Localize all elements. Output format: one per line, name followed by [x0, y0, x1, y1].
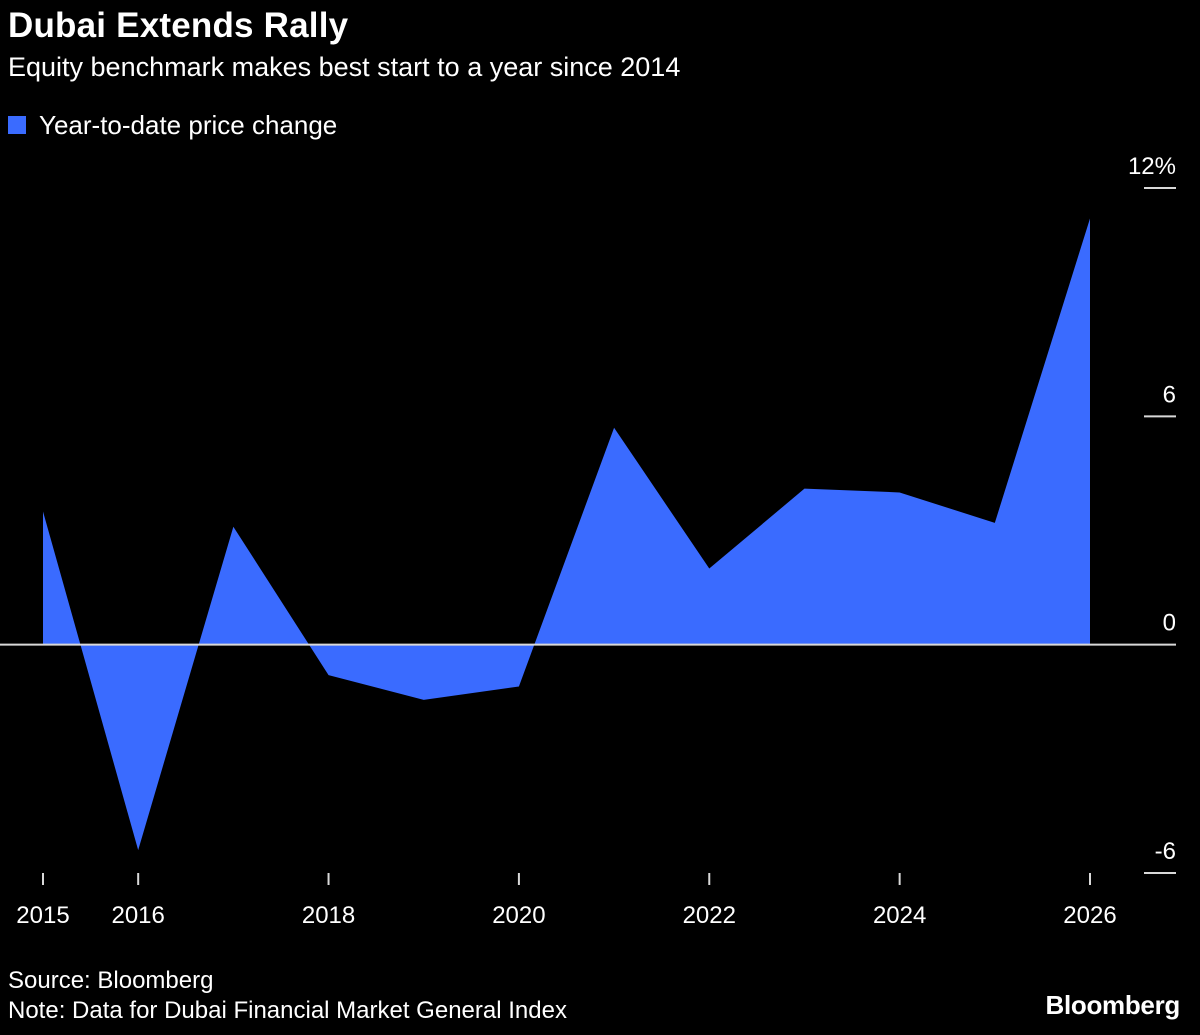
y-tick-label: -6: [1155, 838, 1176, 865]
data-note: Note: Data for Dubai Financial Market Ge…: [8, 997, 567, 1024]
y-tick-label: 12%: [1128, 153, 1176, 180]
x-tick-label: 2018: [302, 902, 355, 929]
x-tick-label: 2016: [111, 902, 164, 929]
x-tick-label: 2020: [492, 902, 545, 929]
x-tick-label: 2022: [683, 902, 736, 929]
legend-label: Year-to-date price change: [39, 109, 338, 140]
chart-title: Dubai Extends Rally: [8, 6, 349, 45]
x-tick-label: 2026: [1063, 902, 1116, 929]
source-note: Source: Bloomberg: [8, 967, 214, 994]
bloomberg-logo: Bloomberg: [1045, 990, 1180, 1020]
y-tick-label: 6: [1163, 381, 1176, 408]
x-tick-label: 2015: [16, 902, 69, 929]
series-area: [43, 218, 1090, 851]
legend: Year-to-date price change: [8, 109, 337, 141]
area-chart: 12% 6 0 -6 2015 2016 2018 2020 2022 2024 2026: [0, 153, 1176, 929]
y-tick-label: 0: [1163, 610, 1176, 637]
x-tick-label: 2024: [873, 902, 926, 929]
legend-swatch: [8, 116, 26, 134]
chart-subtitle: Equity benchmark makes best start to a y…: [8, 52, 681, 82]
